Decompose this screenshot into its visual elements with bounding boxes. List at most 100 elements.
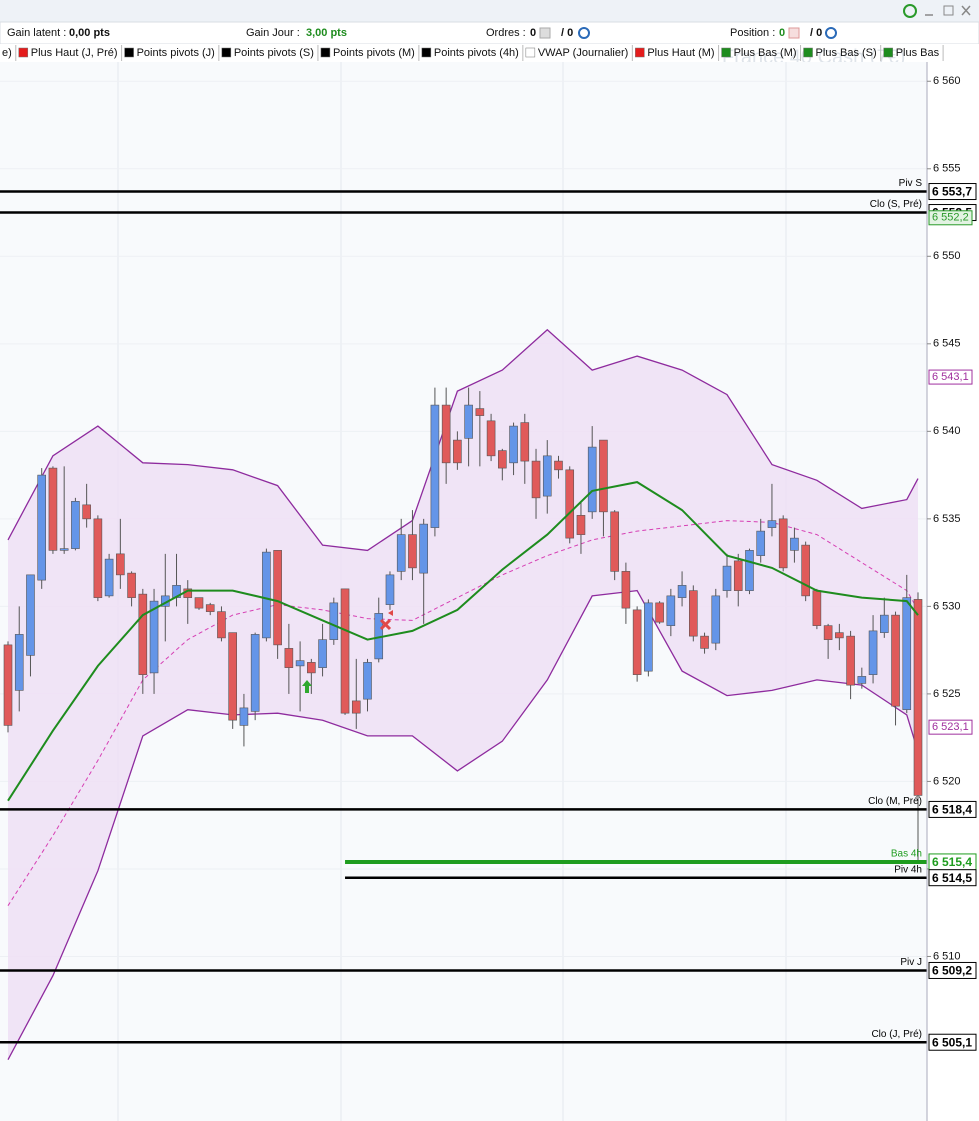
- candle-body: [587, 446, 597, 513]
- candle-body: [599, 439, 608, 513]
- candle-body: [846, 635, 855, 686]
- candle-body: [778, 518, 788, 569]
- candle-body: [498, 450, 507, 469]
- gain-jour: 3,00 pts: [306, 27, 347, 39]
- price-tag-label: 6 543,1: [932, 371, 969, 383]
- legend-label: Plus Haut (M): [647, 47, 714, 59]
- plot: [0, 80, 927, 1061]
- gain-latent-label: Gain latent :: [7, 27, 66, 39]
- candle-body: [767, 520, 777, 528]
- candle-body: [93, 518, 103, 598]
- cancel-icon[interactable]: [788, 27, 800, 39]
- level-value: 6 518,4: [932, 803, 972, 817]
- candle-body: [565, 469, 575, 539]
- band-area: [8, 329, 918, 1060]
- candle-body: [733, 560, 743, 591]
- moving-average: [7, 481, 919, 802]
- candle-body: [149, 600, 159, 674]
- candle-body: [868, 630, 878, 675]
- candle-body: [340, 588, 350, 714]
- candle-body: [835, 632, 844, 639]
- close-icon[interactable]: [961, 5, 971, 16]
- title-strip: [0, 0, 979, 22]
- trade-markers: [302, 610, 393, 693]
- candle-body: [441, 404, 451, 464]
- candle-body: [722, 565, 732, 591]
- gain-latent: 0,00 pts: [69, 27, 110, 39]
- price-tag-label: 6 523,1: [932, 721, 969, 733]
- candle-body: [385, 574, 395, 605]
- y-tick-label: 6 520: [933, 775, 961, 787]
- y-tick-label: 6 545: [933, 338, 961, 350]
- candle-body: [801, 544, 810, 597]
- candle-body: [475, 408, 485, 416]
- level-tag: [928, 1033, 977, 1051]
- legend-label: e): [2, 47, 12, 59]
- legend-label: Points pivots (4h): [434, 47, 519, 59]
- candle-body: [250, 634, 260, 712]
- level-tag: [928, 183, 977, 201]
- close-marker: [379, 618, 392, 631]
- candle-body: [307, 662, 316, 674]
- maximize-icon[interactable]: [943, 5, 954, 16]
- legend-swatch: [525, 47, 536, 58]
- y-tick-label: 6 525: [933, 688, 961, 700]
- candle-body: [273, 550, 282, 646]
- candle-body: [812, 590, 822, 626]
- candle-body: [902, 597, 912, 710]
- candle-body: [363, 662, 372, 700]
- candle-body: [104, 558, 114, 597]
- price-tag-label: 6 552,2: [932, 212, 969, 224]
- price-tag: [928, 719, 973, 735]
- candle-body: [351, 700, 361, 714]
- candle-body: [205, 604, 215, 612]
- candle-body: [576, 515, 586, 535]
- y-tick-label: 6 510: [933, 950, 961, 962]
- candle-body: [26, 574, 35, 656]
- candle-body: [48, 467, 58, 551]
- settings-icon[interactable]: [578, 27, 590, 39]
- candle-body: [138, 593, 148, 675]
- price-tag: [928, 210, 973, 226]
- candle-body: [329, 602, 339, 640]
- ordres: 0: [530, 27, 536, 39]
- level-label: Piv 4h: [894, 864, 922, 875]
- y-tick-label: 6 540: [933, 425, 961, 437]
- y-tick-label: 6 550: [933, 250, 961, 262]
- level-value: 6 509,2: [932, 964, 972, 978]
- candle-body: [509, 425, 518, 464]
- band-lower: [7, 589, 919, 1061]
- candle-body: [554, 460, 563, 471]
- legend-label: Plus Bas: [896, 47, 940, 59]
- level-label: Piv J: [900, 957, 922, 968]
- candle-body: [756, 530, 766, 556]
- candle-body: [419, 523, 428, 574]
- candle-body: [59, 548, 69, 551]
- candle-body: [396, 534, 406, 572]
- candle-body: [823, 625, 833, 640]
- level-tag: [928, 961, 977, 979]
- legend-swatch: [124, 47, 134, 58]
- candle-body: [318, 639, 327, 668]
- refresh-icon[interactable]: [903, 4, 917, 18]
- level-tag: [928, 800, 977, 818]
- candle-body: [295, 660, 305, 667]
- band-upper: [7, 328, 919, 552]
- candle-body: [284, 648, 294, 668]
- candle-body: [127, 572, 136, 598]
- level-value: 6 553,7: [932, 185, 972, 199]
- level-value: 6 514,5: [932, 871, 972, 885]
- candle-body: [531, 460, 541, 499]
- candle-body: [239, 707, 249, 726]
- candle-body: [217, 611, 226, 639]
- candle-body: [520, 422, 530, 462]
- window-controls[interactable]: [903, 4, 971, 18]
- candle-body: [677, 585, 687, 598]
- candle-body: [913, 599, 923, 796]
- candle-body: [711, 595, 721, 644]
- cancel-icon[interactable]: [539, 27, 551, 39]
- settings-icon[interactable]: [825, 27, 837, 39]
- legend: e) Plus Haut (J, Pré) Points pivots (J) Poi…: [2, 45, 944, 61]
- y-tick-label: 6 530: [933, 600, 961, 612]
